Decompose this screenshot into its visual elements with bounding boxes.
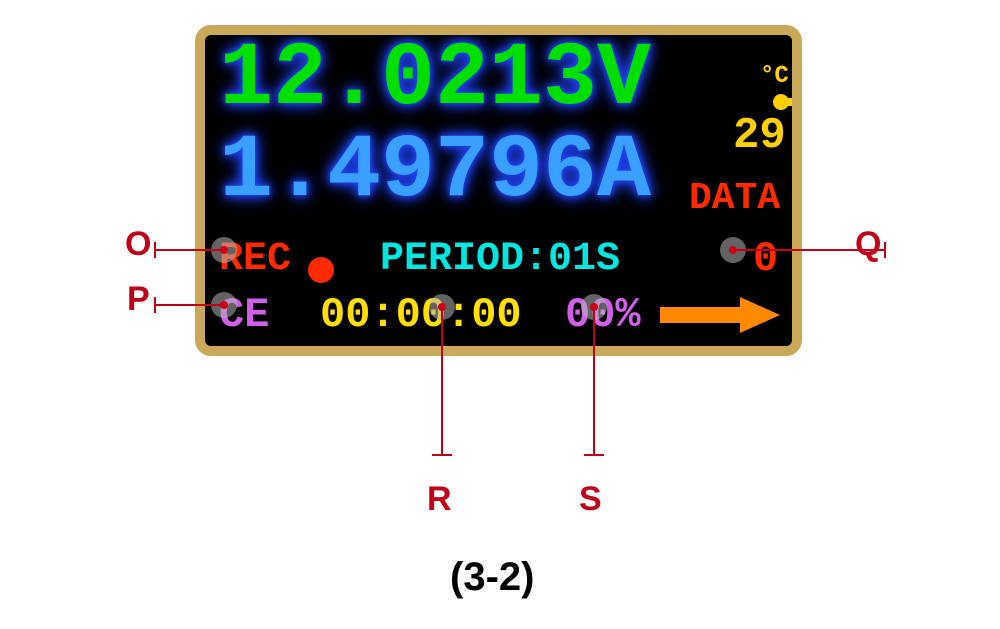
rec-dot-icon <box>308 257 334 283</box>
callout-label-S: S <box>579 480 602 519</box>
callout-label-Q: Q <box>855 225 881 264</box>
temp-value: 29 <box>733 111 786 161</box>
callout-label-P: P <box>127 280 150 319</box>
timer-readout: 00:00:00 <box>320 291 522 339</box>
lcd-inner: 12.0213V 1.49796A °C 29 DATA REC PERIOD:… <box>205 35 792 346</box>
figure-stage: 12.0213V 1.49796A °C 29 DATA REC PERIOD:… <box>0 0 1000 629</box>
ce-label: CE <box>219 291 269 339</box>
arrow-right-icon <box>660 297 780 338</box>
data-label: DATA <box>689 177 780 220</box>
temp-unit: °C <box>760 63 789 90</box>
callout-label-O: O <box>125 225 151 264</box>
data-count: 0 <box>753 235 778 283</box>
progress-readout: 00% <box>565 291 641 339</box>
lcd-panel: 12.0213V 1.49796A °C 29 DATA REC PERIOD:… <box>195 25 802 356</box>
figure-caption: (3-2) <box>450 555 534 600</box>
voltage-readout: 12.0213V <box>219 29 651 131</box>
period-readout: PERIOD:01S <box>380 237 620 282</box>
current-readout: 1.49796A <box>219 121 651 223</box>
callout-label-R: R <box>427 480 452 519</box>
rec-label: REC <box>219 237 291 282</box>
